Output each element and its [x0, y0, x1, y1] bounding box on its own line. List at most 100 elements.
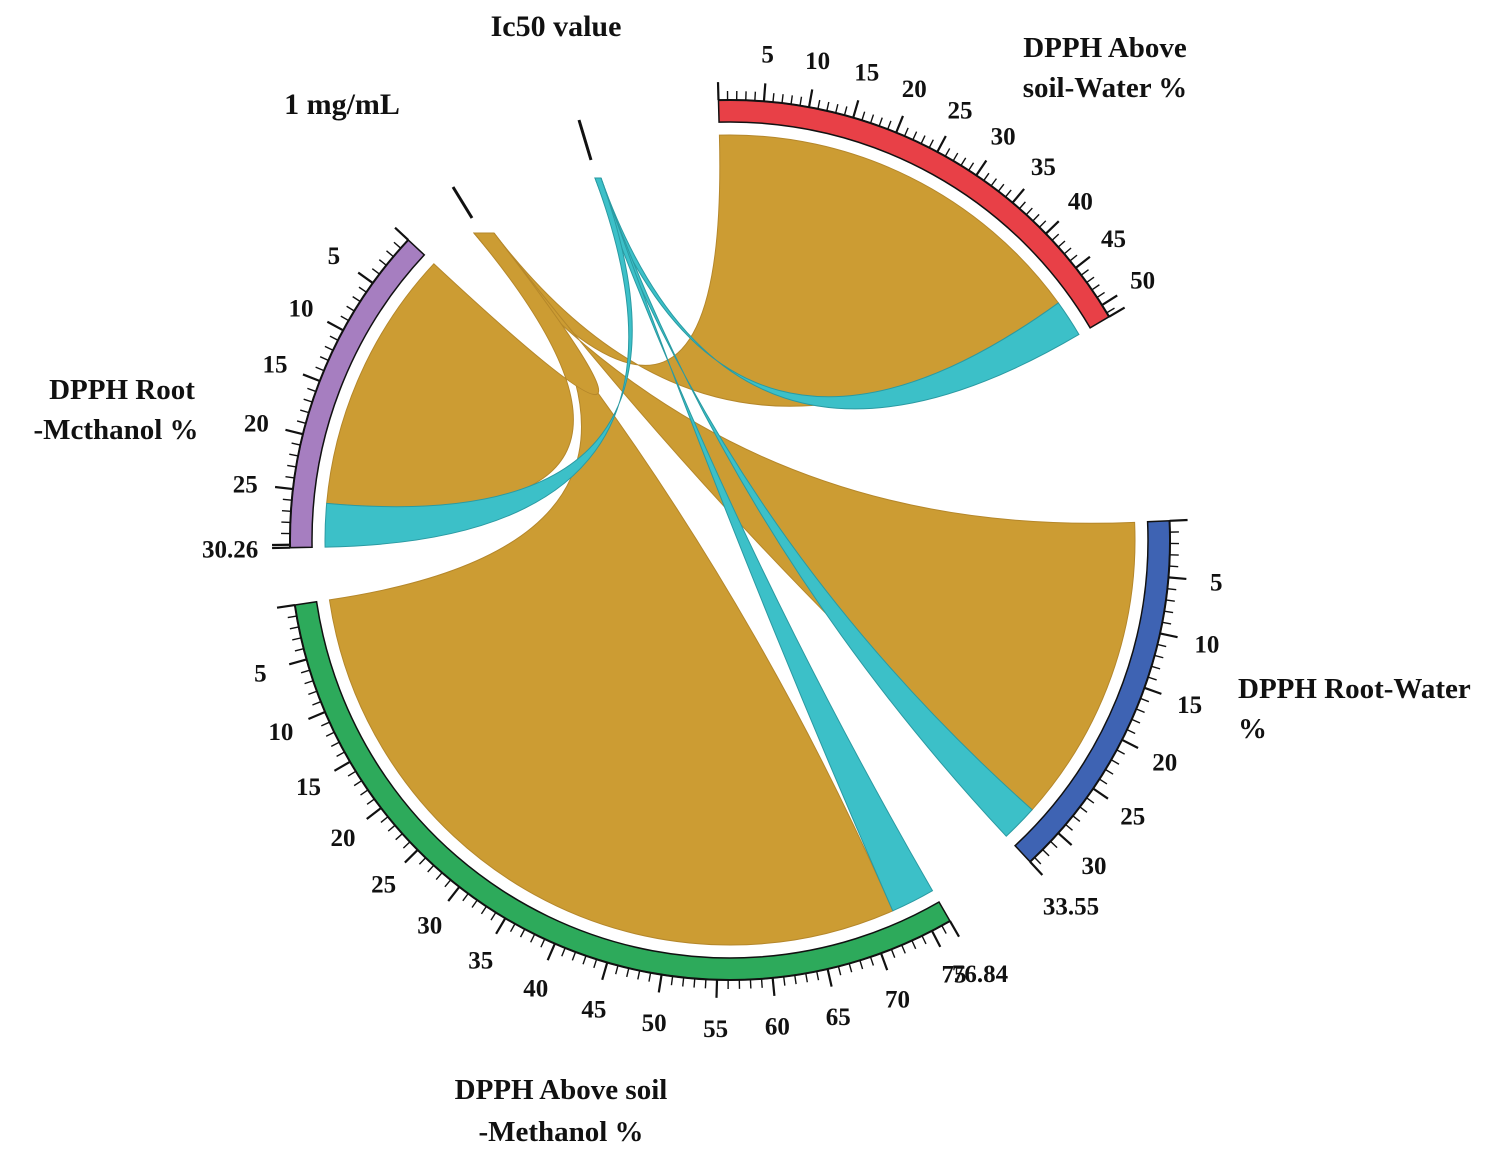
minor-tick — [861, 111, 866, 121]
major-tick — [1057, 832, 1073, 846]
ribbon-ic50-root-methanol — [324, 177, 633, 548]
tick-label: 35 — [468, 948, 493, 975]
minor-tick — [772, 93, 775, 103]
major-tick — [274, 485, 294, 491]
major-tick — [394, 226, 409, 241]
major-tick — [1011, 188, 1025, 204]
end-value-label: 76.84 — [952, 961, 1009, 988]
minor-tick — [471, 899, 478, 908]
major-tick — [285, 428, 304, 436]
minor-tick — [952, 152, 959, 162]
minor-tick — [418, 857, 427, 865]
minor-tick — [1116, 749, 1125, 755]
major-tick — [657, 974, 663, 993]
minor-tick — [358, 286, 367, 293]
minor-tick — [315, 366, 325, 372]
major-tick — [302, 373, 321, 382]
tick-label: 65 — [826, 1004, 851, 1031]
segment-axis — [293, 604, 951, 981]
minor-tick — [1069, 254, 1078, 262]
minor-tick — [561, 947, 566, 957]
major-tick — [715, 979, 719, 998]
minor-tick — [582, 955, 587, 965]
minor-tick — [340, 315, 349, 322]
minor-tick — [783, 976, 786, 986]
minor-tick — [304, 680, 314, 685]
minor-tick — [760, 978, 763, 988]
minor-tick — [402, 841, 411, 849]
major-tick — [276, 603, 295, 609]
minor-tick — [983, 172, 990, 181]
minor-tick — [1018, 201, 1026, 210]
minor-tick — [490, 912, 497, 921]
major-tick — [1121, 738, 1139, 749]
major-tick — [333, 760, 351, 772]
minor-tick — [1169, 565, 1179, 568]
minor-tick — [799, 96, 803, 106]
minor-tick — [287, 464, 297, 468]
minor-tick — [670, 976, 674, 986]
tick-label: 50 — [642, 1010, 667, 1037]
minor-tick — [386, 250, 394, 258]
minor-tick — [1154, 654, 1164, 659]
minor-tick — [1105, 768, 1114, 775]
minor-tick — [378, 259, 387, 266]
minor-tick — [308, 690, 318, 696]
label-root-water-line1: DPPH Root-Water — [1238, 673, 1471, 705]
minor-tick — [324, 345, 334, 351]
minor-tick — [571, 951, 577, 961]
minor-tick — [1072, 815, 1081, 822]
minor-tick — [912, 131, 918, 141]
minor-tick — [291, 442, 301, 446]
minor-tick — [435, 872, 443, 880]
minor-tick — [1086, 797, 1095, 804]
minor-tick — [1079, 806, 1088, 813]
tick-label: 5 — [761, 41, 774, 68]
minor-tick — [1086, 276, 1095, 283]
minor-tick — [997, 183, 1005, 192]
minor-tick — [427, 864, 435, 873]
minor-tick — [540, 938, 546, 948]
minor-tick — [352, 296, 361, 303]
minor-tick — [593, 959, 598, 969]
minor-tick — [336, 751, 345, 758]
major-tick — [366, 807, 382, 820]
minor-tick — [869, 956, 875, 966]
major-tick — [879, 952, 889, 971]
minor-tick — [282, 498, 292, 501]
minor-tick — [312, 701, 322, 706]
minor-tick — [960, 157, 967, 166]
minor-tick — [1147, 676, 1157, 681]
minor-tick — [1025, 207, 1033, 216]
minor-tick — [303, 398, 313, 403]
tick-label: 75 — [942, 962, 967, 989]
minor-tick — [816, 971, 820, 981]
minor-tick — [805, 973, 809, 983]
major-tick — [288, 658, 307, 666]
minor-tick — [637, 970, 641, 980]
tick-label: 20 — [330, 825, 355, 852]
minor-tick — [1080, 269, 1089, 276]
tick-label: 5 — [1210, 569, 1223, 596]
minor-tick — [287, 615, 297, 619]
minor-tick — [321, 721, 330, 727]
minor-tick — [1096, 291, 1105, 298]
major-tick — [936, 135, 947, 153]
minor-tick — [921, 935, 927, 945]
minor-tick — [920, 135, 926, 144]
minor-tick — [360, 789, 369, 796]
tick-label: 35 — [1031, 154, 1056, 181]
minor-tick — [817, 99, 821, 110]
tick-label: 30 — [1082, 853, 1107, 880]
ribbon-ic50-root-water — [594, 177, 1033, 837]
minor-tick — [1034, 857, 1042, 865]
tick-label: 50 — [1130, 267, 1155, 294]
minor-tick — [859, 960, 864, 970]
tick-label: 55 — [703, 1016, 728, 1043]
minor-tick — [1151, 665, 1161, 670]
major-tick — [975, 159, 988, 176]
minor-tick — [1165, 599, 1175, 602]
minor-tick — [366, 798, 375, 805]
minor-tick — [292, 637, 302, 641]
ribbon-conc-above-soil-methanol — [328, 232, 894, 946]
